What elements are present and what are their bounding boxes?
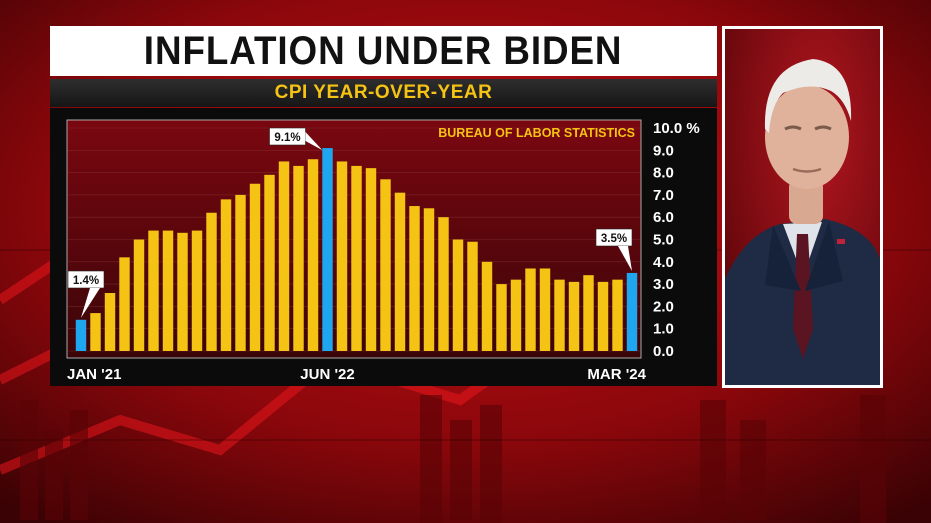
person-portrait-icon <box>725 29 880 385</box>
highlighted-bar <box>322 148 333 351</box>
bar <box>423 208 435 351</box>
callout-pointer <box>618 246 632 271</box>
bar <box>177 232 188 351</box>
y-tick-label: 6.0 <box>653 209 674 226</box>
y-tick-label: 0.0 <box>653 343 674 360</box>
bar <box>438 217 449 351</box>
bar <box>539 268 551 351</box>
x-tick-label: JUN '22 <box>300 366 354 383</box>
bar <box>452 239 464 351</box>
y-tick-label: 10.0 % <box>653 120 700 137</box>
chart-panel: 10.0 % 9.0 8.0 7.0 6.0 5.0 4.0 3.0 2.0 1.0 0.0 JAN… <box>50 108 717 386</box>
bar <box>148 230 159 351</box>
bar <box>162 230 174 351</box>
bar <box>525 268 536 351</box>
y-tick-label: 9.0 <box>653 142 674 159</box>
bar <box>365 168 377 351</box>
highlighted-bar <box>75 319 87 351</box>
highlighted-bar <box>626 272 638 351</box>
title-bar: INFLATION UNDER BIDEN <box>50 26 717 76</box>
bar <box>510 279 522 351</box>
callout-label: 1.4% <box>73 275 99 287</box>
photo-frame <box>722 26 883 388</box>
bar <box>496 284 507 351</box>
bar <box>351 165 362 351</box>
bar <box>119 257 130 351</box>
y-tick-label: 3.0 <box>653 276 674 293</box>
bar <box>380 179 391 351</box>
source-label: BUREAU OF LABOR STATISTICS <box>438 126 635 140</box>
bar <box>249 183 261 351</box>
page-title: INFLATION UNDER BIDEN <box>144 28 623 73</box>
callout-label: 3.5% <box>601 233 627 245</box>
chart-subtitle: CPI YEAR-OVER-YEAR <box>274 82 493 103</box>
cpi-bar-chart: 10.0 % 9.0 8.0 7.0 6.0 5.0 4.0 3.0 2.0 1.0 0.0 JAN… <box>66 119 700 383</box>
callout-box <box>595 228 633 247</box>
bar <box>235 194 246 351</box>
bar <box>467 241 478 351</box>
bar <box>264 174 275 351</box>
bar <box>293 165 304 351</box>
bar <box>220 199 232 351</box>
callout-box <box>67 270 105 289</box>
bar <box>336 161 348 351</box>
y-tick-label: 1.0 <box>653 321 674 338</box>
callout-label: 9.1% <box>274 132 300 144</box>
bar <box>554 279 565 351</box>
x-tick-label: JAN '21 <box>67 366 121 383</box>
bar <box>394 192 406 351</box>
bar <box>612 279 623 351</box>
y-tick-label: 8.0 <box>653 165 674 182</box>
subtitle-bar: CPI YEAR-OVER-YEAR <box>50 79 717 107</box>
bar <box>104 293 116 351</box>
y-tick-label: 2.0 <box>653 298 674 315</box>
y-tick-label: 4.0 <box>653 254 674 271</box>
bar <box>133 239 145 351</box>
callout-pointer <box>305 132 323 151</box>
bar <box>583 275 594 351</box>
bar <box>90 313 101 351</box>
y-tick-label: 5.0 <box>653 232 674 249</box>
x-tick-label: MAR '24 <box>587 366 646 383</box>
bar <box>206 212 217 351</box>
bar <box>307 159 319 351</box>
bar <box>191 230 203 351</box>
bar <box>568 281 580 351</box>
bar <box>409 206 420 351</box>
y-tick-label: 7.0 <box>653 187 674 204</box>
bar <box>597 281 609 351</box>
bar <box>481 261 493 351</box>
bar <box>278 161 290 351</box>
